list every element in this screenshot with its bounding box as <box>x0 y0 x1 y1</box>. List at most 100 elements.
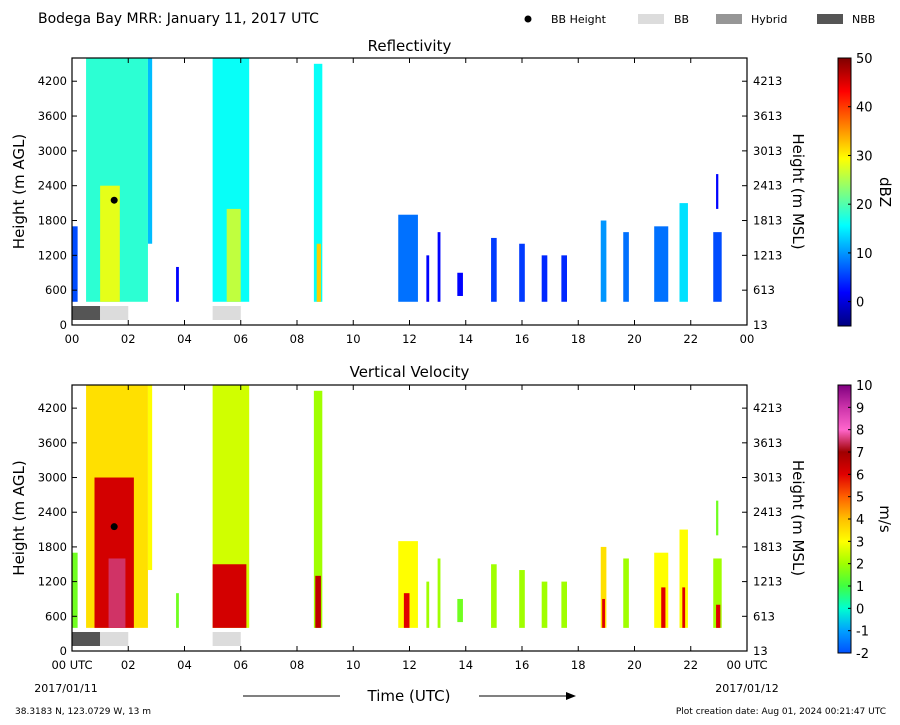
legend-label: Hybrid <box>751 13 787 26</box>
echo-cell <box>491 237 497 302</box>
bb-band-nbb <box>72 306 101 320</box>
echo-cell <box>437 558 441 628</box>
colorbar-tick-label: 50 <box>856 52 873 67</box>
echo-cell <box>212 564 247 628</box>
x-tick-label: 18 <box>571 332 586 346</box>
x-tick-label: 04 <box>177 332 192 346</box>
colorbar-tick-label: 8 <box>856 424 864 439</box>
colorbar-tick-label: 2 <box>856 558 864 573</box>
x-tick-label: 00 <box>740 332 755 346</box>
colorbar-tick-label: 20 <box>856 198 873 213</box>
echo-cell <box>661 587 666 628</box>
echo-cell <box>147 385 153 571</box>
colorbar-tick-label: 9 <box>856 401 864 416</box>
echo-cell <box>313 390 323 628</box>
echo-cell <box>541 581 548 628</box>
echo-cell <box>519 243 525 302</box>
echo-cell <box>226 208 241 302</box>
colorbar-tick-label: 40 <box>856 101 873 116</box>
bb-band-bb <box>100 306 129 320</box>
colorbar-label: dBZ <box>876 177 894 207</box>
echo-cell <box>519 570 525 628</box>
echo-cell <box>437 232 441 302</box>
echo-layer <box>72 385 722 628</box>
colorbar-tick-label: 30 <box>856 149 873 164</box>
x-tick-label: 14 <box>458 332 473 346</box>
y-tick-label: 4200 <box>38 74 67 88</box>
colorbar-label: m/s <box>876 505 894 533</box>
y-tick-right-label: 613 <box>753 283 775 297</box>
y-tick-label: 0 <box>60 318 67 332</box>
y-tick-right-label: 4213 <box>753 74 782 88</box>
colorbar-tick-label: 6 <box>856 468 864 483</box>
x-tick-label: 20 <box>627 332 642 346</box>
x-tick-label: 06 <box>233 658 248 672</box>
echo-cell <box>600 546 607 628</box>
y-tick-label: 3600 <box>38 109 67 123</box>
colorbar-tick-label: 1 <box>856 580 864 595</box>
echo-cell <box>313 63 323 302</box>
figure-title: Bodega Bay MRR: January 11, 2017 UTC <box>38 11 319 27</box>
echo-cell <box>176 266 179 302</box>
colorbar-tick-label: -2 <box>856 647 869 662</box>
x-tick-label: 16 <box>515 658 530 672</box>
y-tick-label: 1800 <box>38 540 67 554</box>
y-tick-label: 1800 <box>38 214 67 228</box>
y-tick-label: 600 <box>45 609 67 623</box>
x-tick-label: 20 <box>627 658 642 672</box>
y-tick-label: 3000 <box>38 471 67 485</box>
echo-cell <box>654 226 669 302</box>
legend-swatch-nbb <box>817 14 843 24</box>
x-tick-label: 16 <box>515 332 530 346</box>
echo-cell <box>426 255 430 302</box>
echo-cell <box>426 581 430 628</box>
echo-cell <box>623 558 629 628</box>
x-tick-label: 08 <box>290 332 305 346</box>
legend-label: NBB <box>852 13 875 26</box>
y-tick-right-label: 613 <box>753 609 775 623</box>
location-label: 38.3183 N, 123.0729 W, 13 m <box>15 707 151 717</box>
echo-cell <box>72 226 78 302</box>
colorbar-tick-label: 0 <box>856 296 864 311</box>
colorbar <box>837 57 852 327</box>
y-tick-label: 4200 <box>38 401 67 415</box>
echo-cell <box>316 243 321 302</box>
echo-layer <box>72 58 722 302</box>
bb-height-marker <box>110 196 118 204</box>
echo-cell <box>561 581 567 628</box>
echo-cell <box>713 232 722 302</box>
y-tick-label: 3600 <box>38 436 67 450</box>
start-date-label: 2017/01/11 <box>34 682 97 695</box>
x-tick-label: 02 <box>121 658 136 672</box>
x-tick-label: 08 <box>290 658 305 672</box>
x-tick-label: 00 UTC <box>51 658 92 672</box>
y-tick-right-label: 13 <box>753 644 768 658</box>
bb-band-bb <box>100 632 129 646</box>
y-tick-right-label: 3613 <box>753 436 782 450</box>
arrow-right-icon <box>566 692 576 700</box>
echo-cell <box>541 255 548 302</box>
y-tick-right-label: 4213 <box>753 401 782 415</box>
bb-height-marker <box>110 523 118 531</box>
echo-cell <box>623 232 629 302</box>
legend-swatch-hybrid <box>716 14 742 24</box>
panel-title: Vertical Velocity <box>350 363 470 381</box>
x-tick-label: 04 <box>177 658 192 672</box>
colorbar-tick-label: 3 <box>856 535 864 550</box>
echo-cell <box>716 174 719 209</box>
creation-date-label: Plot creation date: Aug 01, 2024 00:21:4… <box>676 707 886 717</box>
echo-cell <box>600 220 607 302</box>
y-tick-label: 3000 <box>38 144 67 158</box>
y-tick-right-label: 2413 <box>753 179 782 193</box>
y-tick-label: 600 <box>45 283 67 297</box>
y-tick-right-label: 3613 <box>753 109 782 123</box>
y-tick-right-label: 3013 <box>753 471 782 485</box>
y-axis-right-label: Height (m MSL) <box>789 133 807 249</box>
legend-label: BB <box>674 13 689 26</box>
x-tick-label: 12 <box>402 658 417 672</box>
x-tick-label: 12 <box>402 332 417 346</box>
echo-cell <box>457 272 463 296</box>
bb-band-bb <box>212 306 241 320</box>
y-tick-label: 2400 <box>38 505 67 519</box>
